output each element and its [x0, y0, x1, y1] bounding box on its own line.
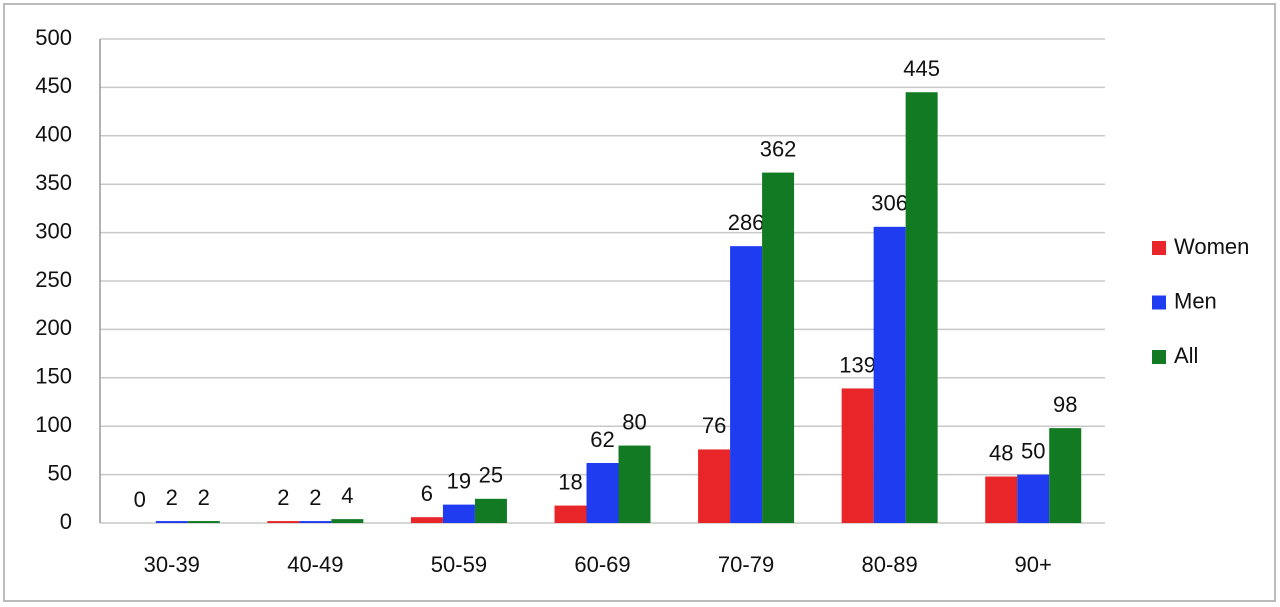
y-tick-label: 150 — [35, 364, 72, 389]
bar — [187, 521, 220, 523]
data-label: 18 — [558, 469, 582, 494]
bar — [1049, 428, 1082, 523]
bar — [267, 521, 300, 523]
y-tick-label: 250 — [35, 267, 72, 292]
legend-label: Women — [1174, 234, 1249, 259]
y-tick-label: 350 — [35, 170, 72, 195]
data-label: 2 — [166, 485, 178, 510]
bar — [985, 476, 1018, 523]
legend-swatch — [1152, 295, 1166, 310]
x-tick-label: 40-49 — [287, 552, 343, 577]
x-tick-label: 50-59 — [431, 552, 487, 577]
bar — [730, 246, 763, 524]
x-tick-label: 90+ — [1015, 552, 1052, 577]
data-label: 6 — [421, 481, 433, 506]
x-tick-label: 60-69 — [574, 552, 630, 577]
bar — [841, 388, 874, 523]
x-tick-label: 70-79 — [718, 552, 774, 577]
y-tick-label: 300 — [35, 218, 72, 243]
bar — [155, 521, 188, 523]
legend-label: Men — [1174, 288, 1217, 313]
data-label: 2 — [277, 485, 289, 510]
data-label: 286 — [728, 210, 765, 235]
data-label: 445 — [903, 56, 940, 81]
bar — [410, 517, 443, 523]
data-label: 2 — [198, 485, 210, 510]
bar — [442, 504, 475, 523]
y-tick-label: 200 — [35, 315, 72, 340]
bar — [618, 445, 651, 523]
data-label: 19 — [447, 468, 471, 493]
chart-frame — [3, 3, 1276, 602]
data-label: 306 — [871, 191, 908, 216]
data-label: 76 — [702, 413, 726, 438]
y-tick-label: 0 — [60, 509, 72, 534]
legend-swatch — [1152, 241, 1166, 255]
y-tick-label: 100 — [35, 412, 72, 437]
data-label: 80 — [622, 409, 646, 434]
data-label: 98 — [1053, 392, 1077, 417]
bar — [586, 462, 619, 523]
data-label: 4 — [341, 483, 353, 508]
data-label: 362 — [760, 136, 797, 161]
data-label: 25 — [479, 463, 503, 488]
bar — [698, 449, 731, 523]
data-label: 48 — [989, 440, 1013, 465]
y-tick-label: 500 — [35, 25, 72, 50]
y-tick-label: 400 — [35, 122, 72, 147]
legend-swatch — [1152, 350, 1166, 364]
data-label: 0 — [134, 487, 146, 512]
y-tick-label: 450 — [35, 73, 72, 98]
data-label: 50 — [1021, 438, 1045, 463]
bar — [873, 226, 906, 524]
legend-label: All — [1174, 343, 1198, 368]
data-label: 62 — [590, 427, 614, 452]
bar — [905, 92, 938, 524]
bar — [554, 505, 587, 523]
bar — [474, 498, 507, 523]
data-label: 139 — [839, 352, 876, 377]
bar — [762, 172, 795, 524]
bar — [1017, 474, 1050, 523]
data-label: 2 — [309, 485, 321, 510]
bar — [299, 521, 332, 523]
x-tick-label: 30-39 — [144, 552, 200, 577]
y-tick-label: 50 — [48, 460, 72, 485]
x-tick-label: 80-89 — [862, 552, 918, 577]
bar — [331, 519, 364, 523]
